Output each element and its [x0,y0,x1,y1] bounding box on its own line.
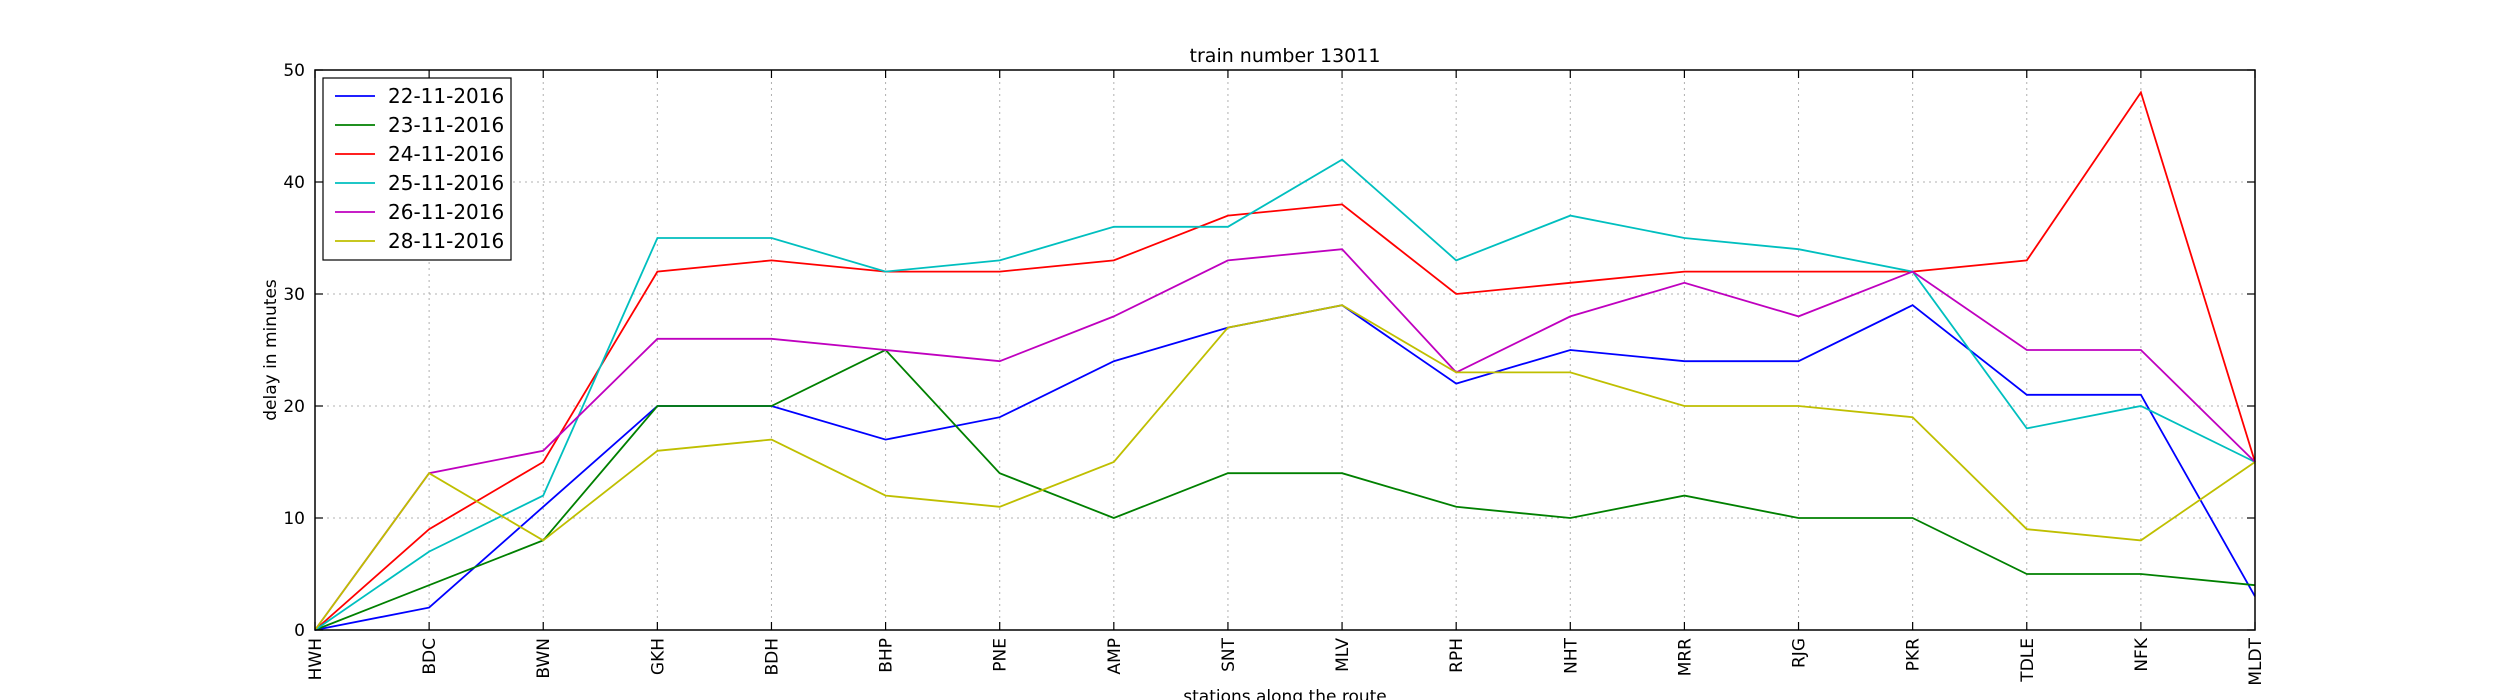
legend: 22-11-2016 23-11-2016 24-11-2016 25-11-2016… [322,77,512,261]
x-tick-label: HWH [306,638,326,680]
x-axis-label: stations along the route [1183,687,1387,700]
series-lines [314,90,2256,631]
y-tick-labels: 0 10 20 30 40 50 [283,61,305,641]
legend-label: 23-11-2016 [388,113,504,137]
x-tick-label: GKH [648,638,668,675]
legend-label: 24-11-2016 [388,142,504,166]
x-tick-label: NHT [1561,637,1581,674]
y-tick-label: 10 [283,509,305,529]
y-tick-label: 40 [283,173,305,193]
legend-label: 26-11-2016 [388,200,504,224]
x-tick-label: MLV [1333,638,1353,672]
legend-label: 28-11-2016 [388,229,504,253]
x-tick-label: SNT [1219,637,1239,672]
legend-label: 22-11-2016 [388,84,504,108]
y-tick-label: 20 [283,397,305,417]
x-tick-label: RJG [1790,638,1810,668]
x-tick-label: NFK [2132,637,2152,671]
y-tick-label: 50 [283,61,305,81]
x-tick-label: MRR [1675,638,1695,676]
x-tick-label: BDC [420,638,440,675]
series-line-25-11-2016 [314,158,2256,631]
legend-label: 25-11-2016 [388,171,504,195]
x-tick-label: BWN [534,638,554,679]
plot-frame [314,69,2256,631]
x-tick-label: BHP [877,638,897,673]
axis-ticks [314,69,2256,631]
x-tick-label: MLDT [2246,637,2266,685]
chart-title: train number 13011 [1190,45,1381,67]
x-tick-label: BDH [762,638,782,676]
x-tick-label: TDLE [2018,638,2038,683]
y-axis-label: delay in minutes [261,279,281,421]
x-tick-labels: HWH BDC BWN GKH BDH BHP PNE AMP SNT MLV RPH NHT MRR R… [306,637,2266,685]
series-line-23-11-2016 [314,348,2256,631]
y-tick-label: 0 [294,621,305,641]
x-tick-label: RPH [1447,638,1467,673]
x-tick-label: PKR [1904,638,1924,671]
x-tick-label: PNE [991,638,1011,672]
y-tick-label: 30 [283,285,305,305]
series-line-26-11-2016 [314,248,2256,631]
grid-lines [314,69,2256,631]
x-tick-label: AMP [1105,638,1125,675]
legend-box [322,77,512,261]
series-line-24-11-2016 [314,90,2256,631]
series-line-28-11-2016 [314,304,2256,631]
